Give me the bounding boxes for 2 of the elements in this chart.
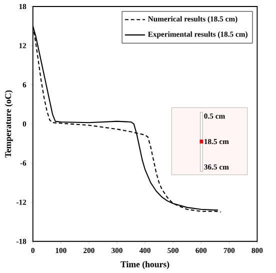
x-axis-title: Time (hours) <box>120 261 170 270</box>
y-axis-title: Temperature (oC) <box>4 90 13 158</box>
